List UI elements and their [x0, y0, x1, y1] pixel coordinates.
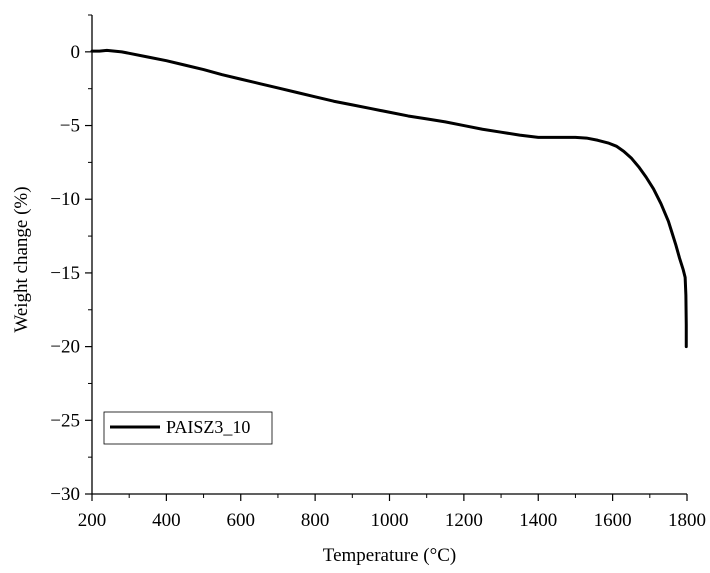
x-tick-label: 800 [301, 510, 330, 531]
x-tick-label: 1200 [445, 510, 483, 531]
y-tick-label: −20 [50, 337, 80, 358]
y-tick-label: 0 [71, 42, 81, 63]
x-tick-label: 1800 [668, 510, 706, 531]
x-tick-label: 600 [227, 510, 256, 531]
y-tick-label: −15 [50, 263, 80, 284]
legend: PAISZ3_10 [103, 411, 273, 445]
x-tick-label: 1000 [371, 510, 409, 531]
y-tick-label: −10 [50, 189, 80, 210]
y-tick-label: −25 [50, 410, 80, 431]
series-line-PAISZ3_10 [90, 48, 688, 349]
x-tick-label: 1600 [594, 510, 632, 531]
series-layer [90, 48, 688, 349]
x-axis-title: Temperature (°C) [323, 545, 456, 566]
x-tick-label: 400 [152, 510, 181, 531]
x-tick-label: 200 [78, 510, 107, 531]
x-tick-label: 1400 [519, 510, 557, 531]
legend-label: PAISZ3_10 [166, 417, 250, 437]
x-ticks: 200 400 600 800 1000 1200 1400 1600 1800 [78, 494, 706, 531]
y-axis-title: Weight change (%) [11, 186, 32, 332]
y-ticks: 0 −5 −10 −15 −20 −25 −30 [50, 14, 92, 505]
y-tick-label: −30 [50, 484, 80, 505]
y-tick-label: −5 [60, 116, 80, 137]
